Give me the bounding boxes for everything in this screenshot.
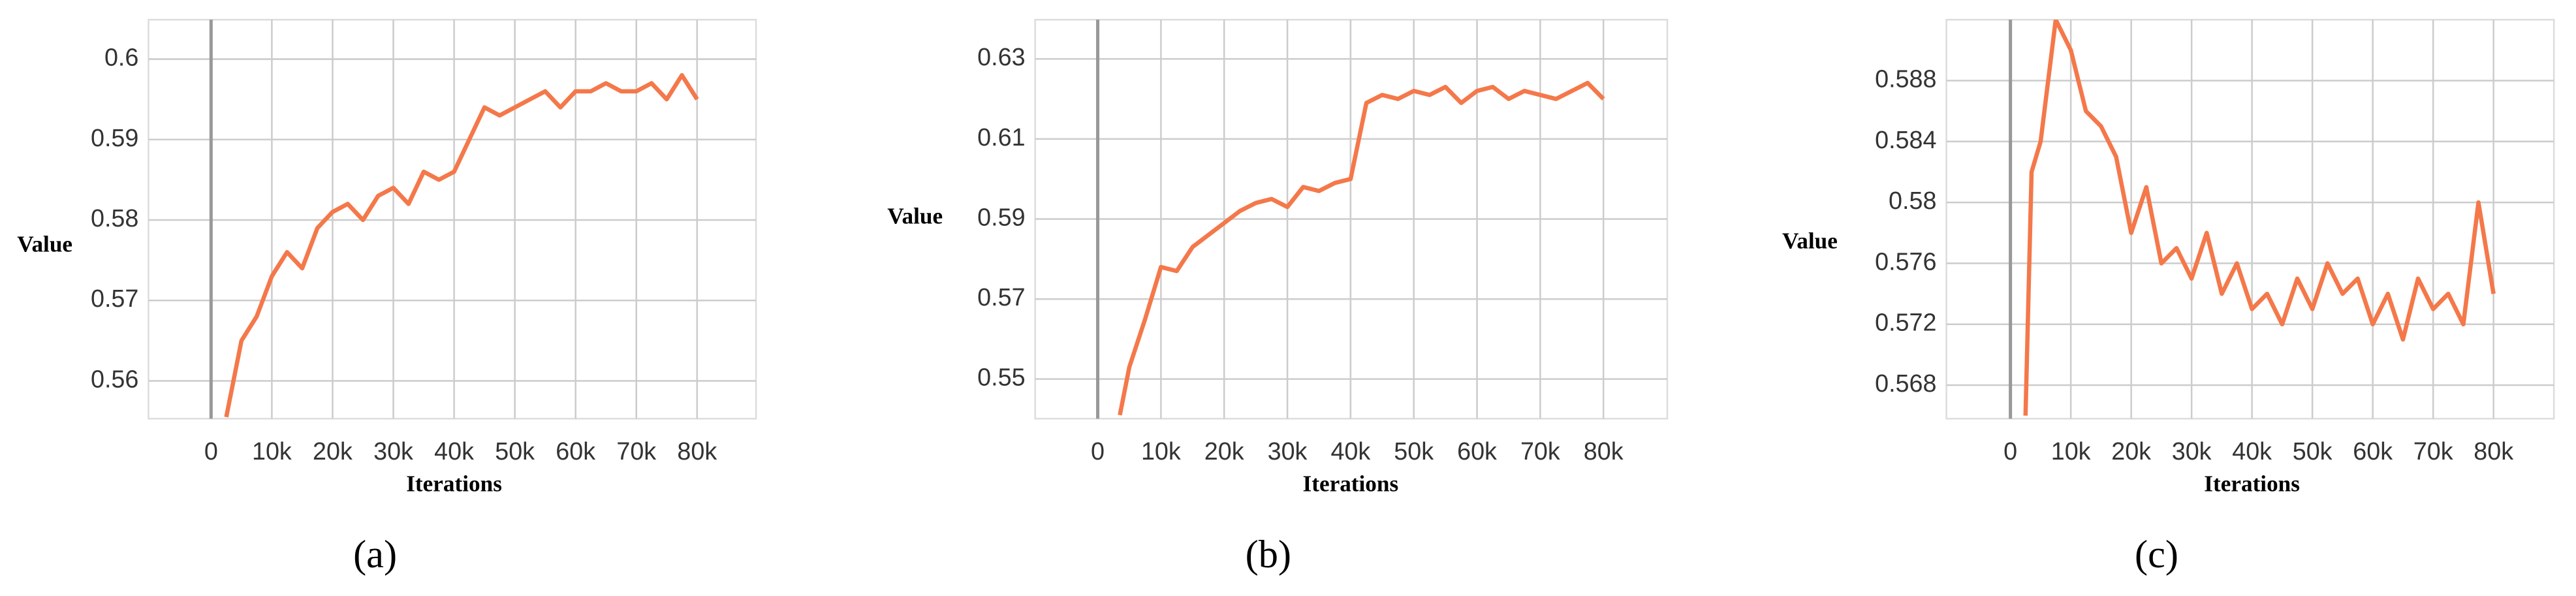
x-tick-label: 50k — [495, 437, 535, 465]
y-tick-label: 0.61 — [977, 123, 1025, 151]
x-tick-label: 40k — [2232, 437, 2272, 465]
x-tick-label: 30k — [373, 437, 413, 465]
y-tick-label: 0.568 — [1875, 369, 1936, 397]
y-tick-label: 0.588 — [1875, 65, 1936, 92]
x-tick-label: 70k — [1520, 437, 1560, 465]
chart-panel: 0.568 0.572 0.576 0.58 0.584 0.588 0 10k 20k 30k 4… — [1782, 18, 2555, 576]
x-axis-label: Iterations — [1303, 471, 1399, 497]
x-tick-label: 60k — [2353, 437, 2393, 465]
y-tick-label: 0.57 — [91, 285, 138, 312]
x-tick-label: 10k — [1141, 437, 1181, 465]
x-tick-label: 80k — [2474, 437, 2513, 465]
x-tick-label: 20k — [313, 437, 353, 465]
chart-panel: 0.56 0.57 0.58 0.59 0.6 0 10k 20k 30k 40k 50k 60k 70… — [17, 18, 757, 576]
x-tick-label: 30k — [2172, 437, 2212, 465]
y-tick-label: 0.55 — [977, 364, 1025, 391]
y-tick-label: 0.584 — [1875, 126, 1936, 153]
x-tick-label: 20k — [2111, 437, 2151, 465]
y-tick-label: 0.59 — [977, 203, 1025, 230]
panel-label: (b) — [1246, 533, 1291, 576]
y-axis-label: Value — [887, 204, 943, 229]
x-tick-label: 20k — [1204, 437, 1244, 465]
y-tick-label: 0.57 — [977, 283, 1025, 311]
x-tick-label: 10k — [2051, 437, 2091, 465]
x-tick-label: 80k — [677, 437, 717, 465]
y-tick-label: 0.56 — [91, 365, 138, 392]
x-tick-label: 30k — [1268, 437, 1308, 465]
panel-label: (c) — [2135, 533, 2178, 576]
data-line — [2023, 20, 2496, 416]
plot-area — [1945, 18, 2555, 420]
y-tick-label: 0.58 — [91, 204, 138, 232]
data-line — [1118, 80, 1605, 416]
y-tick-label: 0.6 — [104, 44, 138, 71]
x-tick-label: 0 — [1091, 437, 1105, 465]
x-tick-label: 40k — [1330, 437, 1370, 465]
x-tick-label: 0 — [204, 437, 218, 465]
x-tick-label: 70k — [616, 437, 656, 465]
y-tick-label: 0.59 — [91, 124, 138, 151]
x-axis-label: Iterations — [2204, 471, 2300, 497]
x-tick-label: 70k — [2413, 437, 2453, 465]
x-tick-label: 50k — [2293, 437, 2333, 465]
y-tick-label: 0.58 — [1889, 187, 1936, 214]
x-tick-label: 10k — [252, 437, 292, 465]
data-line — [224, 72, 699, 418]
y-tick-label: 0.576 — [1875, 247, 1936, 275]
x-tick-label: 0 — [2003, 437, 2017, 465]
x-axis-label: Iterations — [406, 471, 502, 497]
y-tick-label: 0.63 — [977, 43, 1025, 71]
x-tick-label: 40k — [434, 437, 474, 465]
y-axis-label: Value — [17, 231, 72, 257]
y-tick-label: 0.572 — [1875, 309, 1936, 336]
x-tick-label: 60k — [556, 437, 595, 465]
x-tick-label: 80k — [1584, 437, 1624, 465]
panel-label: (a) — [353, 533, 397, 576]
x-tick-label: 60k — [1457, 437, 1497, 465]
chart-panel: 0.55 0.57 0.59 0.61 0.63 0 10k 20k 30k 40k 50k 60k 7… — [887, 18, 1669, 576]
y-axis-label: Value — [1782, 228, 1838, 253]
x-tick-label: 50k — [1394, 437, 1434, 465]
